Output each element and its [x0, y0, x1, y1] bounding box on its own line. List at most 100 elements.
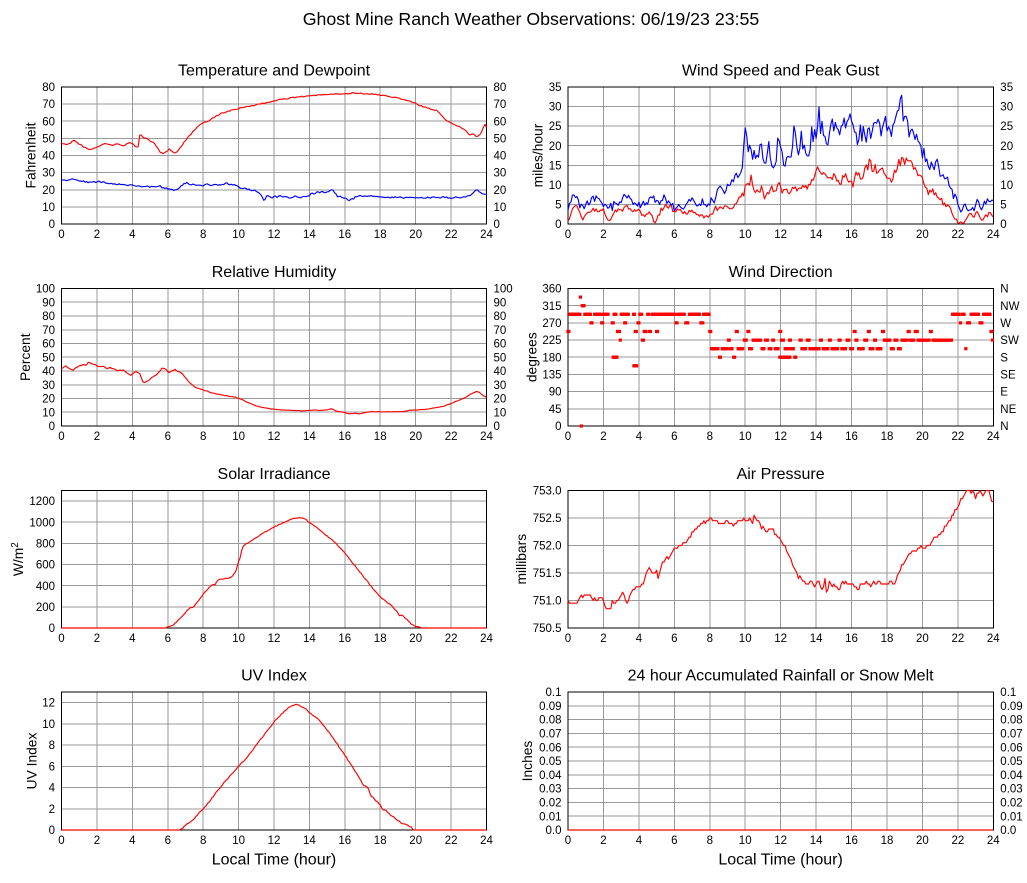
svg-text:0.07: 0.07	[1000, 729, 1022, 741]
svg-text:60: 60	[42, 339, 55, 351]
svg-text:12: 12	[42, 698, 55, 710]
svg-text:SE: SE	[1000, 370, 1016, 382]
svg-text:12: 12	[268, 431, 281, 443]
svg-text:600: 600	[36, 560, 55, 572]
svg-text:14: 14	[303, 229, 316, 241]
svg-text:0.0: 0.0	[1000, 825, 1016, 837]
svg-text:40: 40	[42, 366, 55, 378]
svg-text:14: 14	[303, 633, 316, 645]
svg-text:8: 8	[200, 229, 206, 241]
svg-text:2: 2	[600, 431, 606, 443]
svg-text:0.04: 0.04	[539, 770, 562, 782]
svg-text:NE: NE	[1000, 404, 1016, 416]
svg-text:0.0: 0.0	[546, 825, 562, 837]
svg-text:UV Index: UV Index	[241, 668, 307, 685]
svg-text:16: 16	[338, 229, 351, 241]
svg-text:12: 12	[774, 633, 787, 645]
svg-text:24 hour Accumulated Rainfall o: 24 hour Accumulated Rainfall or Snow Mel…	[628, 668, 934, 685]
svg-text:24: 24	[987, 229, 1000, 241]
svg-text:18: 18	[881, 835, 894, 847]
svg-text:90: 90	[494, 297, 507, 309]
svg-text:10: 10	[42, 407, 55, 419]
svg-text:Air Pressure: Air Pressure	[737, 466, 825, 483]
svg-text:20: 20	[1000, 141, 1013, 153]
svg-text:0.1: 0.1	[546, 687, 562, 699]
svg-text:8: 8	[200, 431, 206, 443]
svg-text:20: 20	[916, 633, 929, 645]
svg-text:8: 8	[707, 835, 713, 847]
svg-text:6: 6	[671, 229, 677, 241]
svg-text:20: 20	[494, 394, 507, 406]
svg-text:0: 0	[58, 835, 64, 847]
svg-text:22: 22	[952, 431, 965, 443]
svg-text:30: 30	[494, 380, 507, 392]
svg-text:Local Time (hour): Local Time (hour)	[718, 852, 843, 869]
svg-text:20: 20	[916, 431, 929, 443]
svg-text:270: 270	[542, 318, 561, 330]
svg-text:80: 80	[494, 82, 507, 94]
svg-text:30: 30	[549, 102, 562, 114]
svg-text:S: S	[1000, 352, 1008, 364]
svg-text:2: 2	[94, 633, 100, 645]
svg-text:0.08: 0.08	[1000, 715, 1022, 727]
svg-text:10: 10	[232, 633, 245, 645]
svg-text:0: 0	[494, 421, 500, 433]
svg-text:Fahrenheit: Fahrenheit	[24, 122, 39, 188]
svg-text:6: 6	[165, 229, 171, 241]
svg-text:18: 18	[881, 431, 894, 443]
svg-text:6: 6	[165, 835, 171, 847]
svg-text:2: 2	[94, 229, 100, 241]
svg-text:20: 20	[494, 185, 507, 197]
svg-text:24: 24	[480, 431, 493, 443]
svg-text:5: 5	[555, 200, 561, 212]
svg-text:40: 40	[42, 151, 55, 163]
svg-text:30: 30	[42, 168, 55, 180]
svg-text:22: 22	[445, 229, 458, 241]
svg-text:8: 8	[707, 431, 713, 443]
svg-text:24: 24	[480, 633, 493, 645]
svg-text:0.07: 0.07	[539, 729, 561, 741]
svg-text:12: 12	[774, 431, 787, 443]
svg-text:12: 12	[774, 835, 787, 847]
svg-text:45: 45	[549, 404, 562, 416]
svg-text:50: 50	[42, 352, 55, 364]
svg-text:12: 12	[268, 229, 281, 241]
svg-text:12: 12	[774, 229, 787, 241]
svg-text:100: 100	[494, 284, 513, 296]
svg-text:40: 40	[494, 151, 507, 163]
svg-text:800: 800	[36, 539, 55, 551]
svg-text:10: 10	[549, 180, 562, 192]
svg-text:6: 6	[671, 633, 677, 645]
svg-text:22: 22	[445, 633, 458, 645]
svg-text:751.0: 751.0	[533, 596, 562, 608]
svg-text:Wind Speed and Peak Gust: Wind Speed and Peak Gust	[682, 63, 880, 80]
svg-text:10: 10	[739, 633, 752, 645]
svg-text:60: 60	[494, 339, 507, 351]
svg-text:10: 10	[494, 202, 507, 214]
svg-text:80: 80	[42, 311, 55, 323]
svg-text:12: 12	[268, 633, 281, 645]
svg-text:Ghost Mine Ranch Weather Obser: Ghost Mine Ranch Weather Observations: 0…	[303, 9, 760, 29]
svg-text:24: 24	[987, 633, 1000, 645]
svg-text:Local Time (hour): Local Time (hour)	[212, 852, 337, 869]
svg-text:6: 6	[165, 431, 171, 443]
svg-text:0.09: 0.09	[539, 701, 561, 713]
svg-text:Solar Irradiance: Solar Irradiance	[218, 466, 331, 483]
svg-text:4: 4	[129, 633, 136, 645]
svg-text:Temperature and Dewpoint: Temperature and Dewpoint	[178, 63, 371, 80]
svg-text:90: 90	[42, 297, 55, 309]
svg-text:20: 20	[409, 229, 422, 241]
svg-text:180: 180	[542, 352, 561, 364]
svg-text:35: 35	[549, 82, 562, 94]
svg-text:20: 20	[409, 431, 422, 443]
svg-text:0.08: 0.08	[539, 715, 561, 727]
svg-text:24: 24	[480, 229, 493, 241]
svg-text:90: 90	[549, 387, 562, 399]
svg-text:0.01: 0.01	[539, 811, 561, 823]
svg-text:8: 8	[707, 633, 713, 645]
svg-text:0.09: 0.09	[1000, 701, 1022, 713]
svg-text:0: 0	[565, 835, 571, 847]
svg-text:8: 8	[707, 229, 713, 241]
svg-text:25: 25	[1000, 121, 1013, 133]
svg-text:20: 20	[549, 141, 562, 153]
